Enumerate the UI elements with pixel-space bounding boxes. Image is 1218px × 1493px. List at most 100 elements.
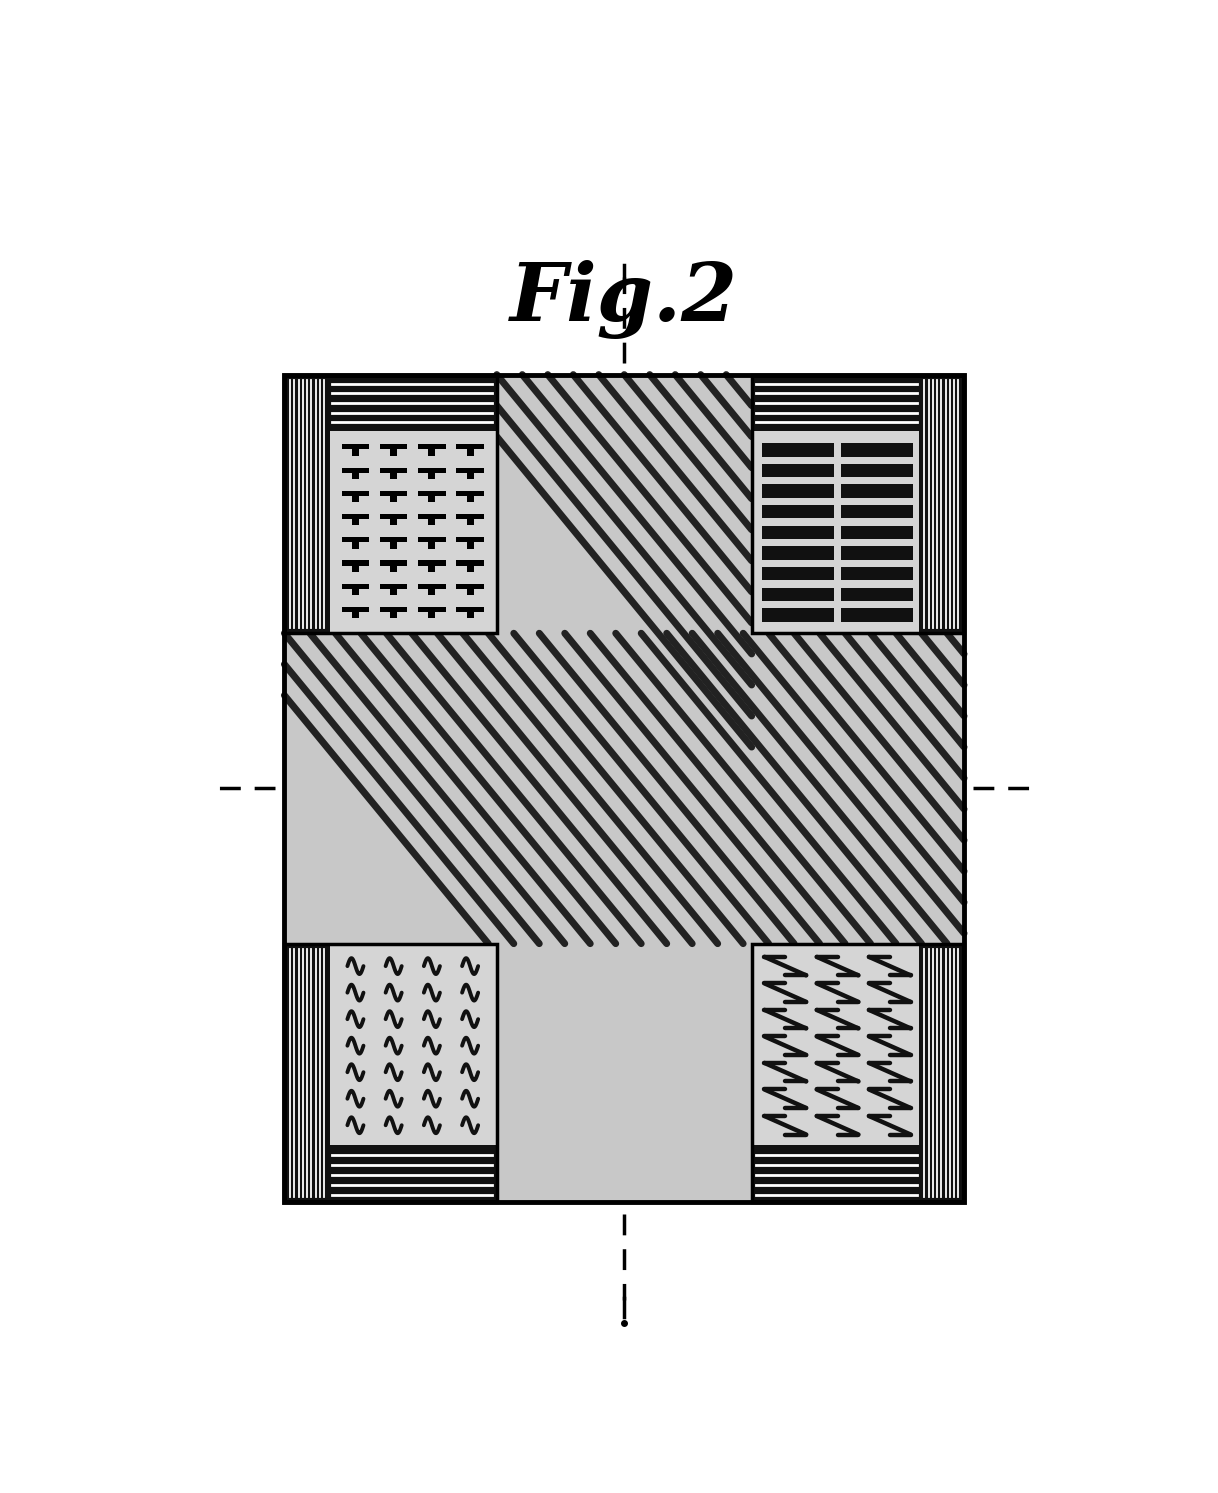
Bar [762, 505, 834, 518]
Bar [390, 496, 397, 502]
Bar [466, 588, 474, 596]
Bar [380, 584, 408, 588]
Bar [762, 567, 834, 581]
Bar [466, 612, 474, 618]
Bar [762, 588, 834, 602]
Bar [457, 606, 484, 612]
Bar [752, 375, 965, 633]
Bar [380, 467, 408, 473]
Bar [342, 584, 369, 588]
Bar [285, 375, 330, 633]
Bar [418, 584, 446, 588]
Bar [840, 588, 912, 602]
Bar [918, 375, 965, 633]
Bar [840, 484, 912, 497]
Bar [285, 944, 330, 1202]
Bar [390, 542, 397, 548]
Bar [497, 375, 752, 1202]
Bar [762, 546, 834, 560]
Bar [418, 445, 446, 449]
Bar [429, 496, 435, 502]
Bar [840, 567, 912, 581]
Bar [752, 944, 965, 1202]
Bar [466, 473, 474, 479]
Bar [457, 584, 484, 588]
Bar [418, 491, 446, 496]
Bar [429, 473, 435, 479]
Bar [762, 464, 834, 478]
Bar [752, 375, 965, 633]
Bar [380, 445, 408, 449]
Bar [418, 560, 446, 566]
Bar [390, 566, 397, 572]
Bar [342, 491, 369, 496]
Bar [840, 526, 912, 539]
Bar [840, 443, 912, 457]
Bar [752, 944, 965, 1202]
Bar [380, 514, 408, 520]
Bar [390, 449, 397, 455]
Bar [466, 542, 474, 548]
Bar [457, 560, 484, 566]
Bar [285, 375, 497, 633]
Bar [380, 537, 408, 542]
Bar [418, 606, 446, 612]
Bar [762, 526, 834, 539]
Bar [390, 612, 397, 618]
Bar [840, 505, 912, 518]
Bar [352, 496, 359, 502]
Bar [429, 449, 435, 455]
Bar [752, 1145, 922, 1202]
Bar [390, 588, 397, 596]
Bar [285, 375, 965, 1202]
Bar [285, 375, 965, 1202]
Bar [752, 375, 922, 633]
Bar [466, 449, 474, 455]
Bar [380, 491, 408, 496]
Bar [326, 375, 497, 633]
Bar [429, 566, 435, 572]
Bar [918, 944, 965, 1202]
Bar [418, 537, 446, 542]
Bar [285, 633, 965, 944]
Bar [762, 484, 834, 497]
Bar [390, 520, 397, 526]
Bar [285, 944, 497, 1202]
Bar [342, 467, 369, 473]
Bar [457, 514, 484, 520]
Bar [840, 464, 912, 478]
Bar [326, 1145, 497, 1202]
Bar [326, 944, 497, 1202]
Bar [429, 520, 435, 526]
Bar [752, 944, 922, 1202]
Bar [457, 537, 484, 542]
Bar [457, 467, 484, 473]
Bar [352, 520, 359, 526]
Bar [342, 537, 369, 542]
Bar [342, 560, 369, 566]
Bar [418, 467, 446, 473]
Bar [466, 566, 474, 572]
Bar [429, 542, 435, 548]
Bar [429, 588, 435, 596]
Bar [429, 612, 435, 618]
Text: Fig.2: Fig.2 [510, 260, 738, 339]
Bar [352, 566, 359, 572]
Bar [752, 375, 922, 431]
Bar [342, 606, 369, 612]
Bar [840, 546, 912, 560]
Bar [466, 520, 474, 526]
Bar [418, 514, 446, 520]
Bar [762, 608, 834, 621]
Bar [352, 612, 359, 618]
Bar [390, 473, 397, 479]
Bar [342, 514, 369, 520]
Bar [285, 944, 497, 1202]
Bar [380, 606, 408, 612]
Bar [326, 375, 497, 431]
Bar [352, 542, 359, 548]
Bar [840, 608, 912, 621]
Bar [352, 588, 359, 596]
Bar [466, 496, 474, 502]
Bar [457, 491, 484, 496]
